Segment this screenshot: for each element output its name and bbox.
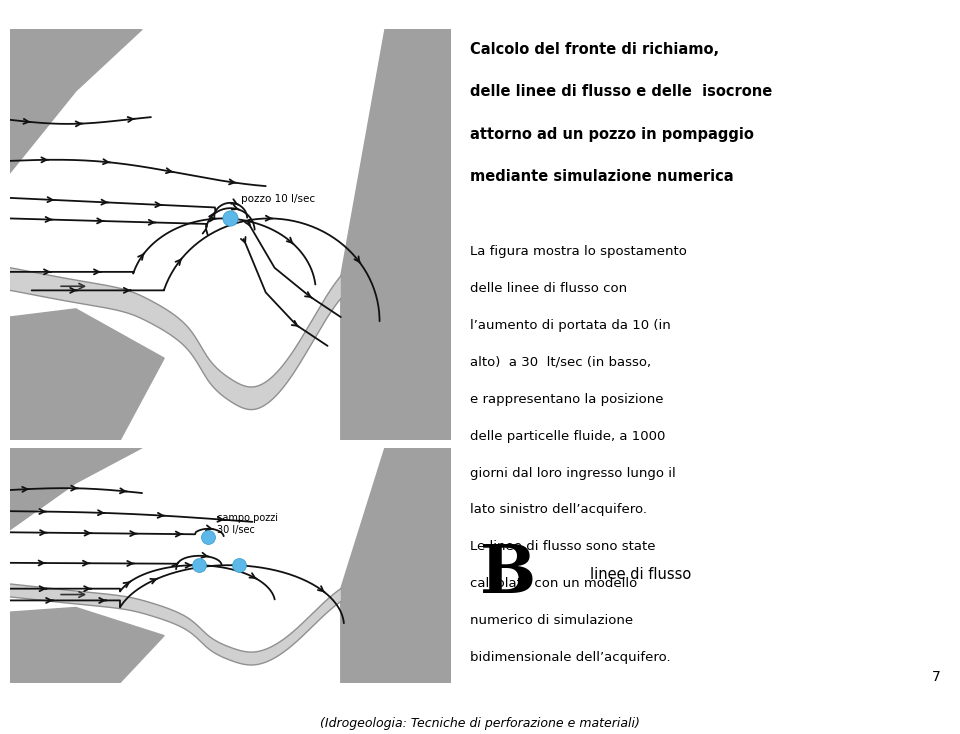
Text: giorni dal loro ingresso lungo il: giorni dal loro ingresso lungo il	[470, 467, 676, 479]
Text: B: B	[480, 542, 536, 607]
Text: (Idrogeologia: Tecniche di perforazione e materiali): (Idrogeologia: Tecniche di perforazione …	[320, 717, 640, 730]
Text: delle particelle fluide, a 1000: delle particelle fluide, a 1000	[470, 429, 666, 443]
Text: 7: 7	[932, 669, 941, 683]
Text: l’aumento di portata da 10 (in: l’aumento di portata da 10 (in	[470, 319, 671, 332]
Polygon shape	[10, 448, 142, 530]
Text: campo pozzi
30 l/sec: campo pozzi 30 l/sec	[217, 513, 278, 536]
Text: delle linee di flusso e delle  isocrone: delle linee di flusso e delle isocrone	[470, 84, 773, 99]
Polygon shape	[341, 29, 451, 440]
Polygon shape	[10, 309, 164, 440]
Text: numerico di simulazione: numerico di simulazione	[470, 614, 634, 627]
Text: lato sinistro dell’acquifero.: lato sinistro dell’acquifero.	[470, 504, 647, 517]
Polygon shape	[10, 29, 142, 173]
Text: Calcolo del fronte di richiamo,: Calcolo del fronte di richiamo,	[470, 42, 720, 57]
Polygon shape	[10, 584, 341, 665]
Text: bidimensionale dell’acquifero.: bidimensionale dell’acquifero.	[470, 651, 671, 664]
Polygon shape	[341, 448, 451, 683]
Text: delle linee di flusso con: delle linee di flusso con	[470, 283, 628, 295]
Polygon shape	[10, 608, 164, 683]
Text: attorno ad un pozzo in pompaggio: attorno ad un pozzo in pompaggio	[470, 127, 755, 142]
Polygon shape	[10, 268, 341, 410]
Text: linee di flusso: linee di flusso	[590, 567, 691, 582]
Text: e rappresentano la posizione: e rappresentano la posizione	[470, 393, 664, 406]
Text: Le linee di flusso sono state: Le linee di flusso sono state	[470, 540, 656, 553]
Text: pozzo 10 l/sec: pozzo 10 l/sec	[242, 194, 316, 204]
Text: alto)  a 30  lt/sec (in basso,: alto) a 30 lt/sec (in basso,	[470, 356, 652, 369]
Text: calcolate con un modello: calcolate con un modello	[470, 577, 637, 590]
Text: mediante simulazione numerica: mediante simulazione numerica	[470, 169, 734, 184]
Text: La figura mostra lo spostamento: La figura mostra lo spostamento	[470, 245, 687, 258]
